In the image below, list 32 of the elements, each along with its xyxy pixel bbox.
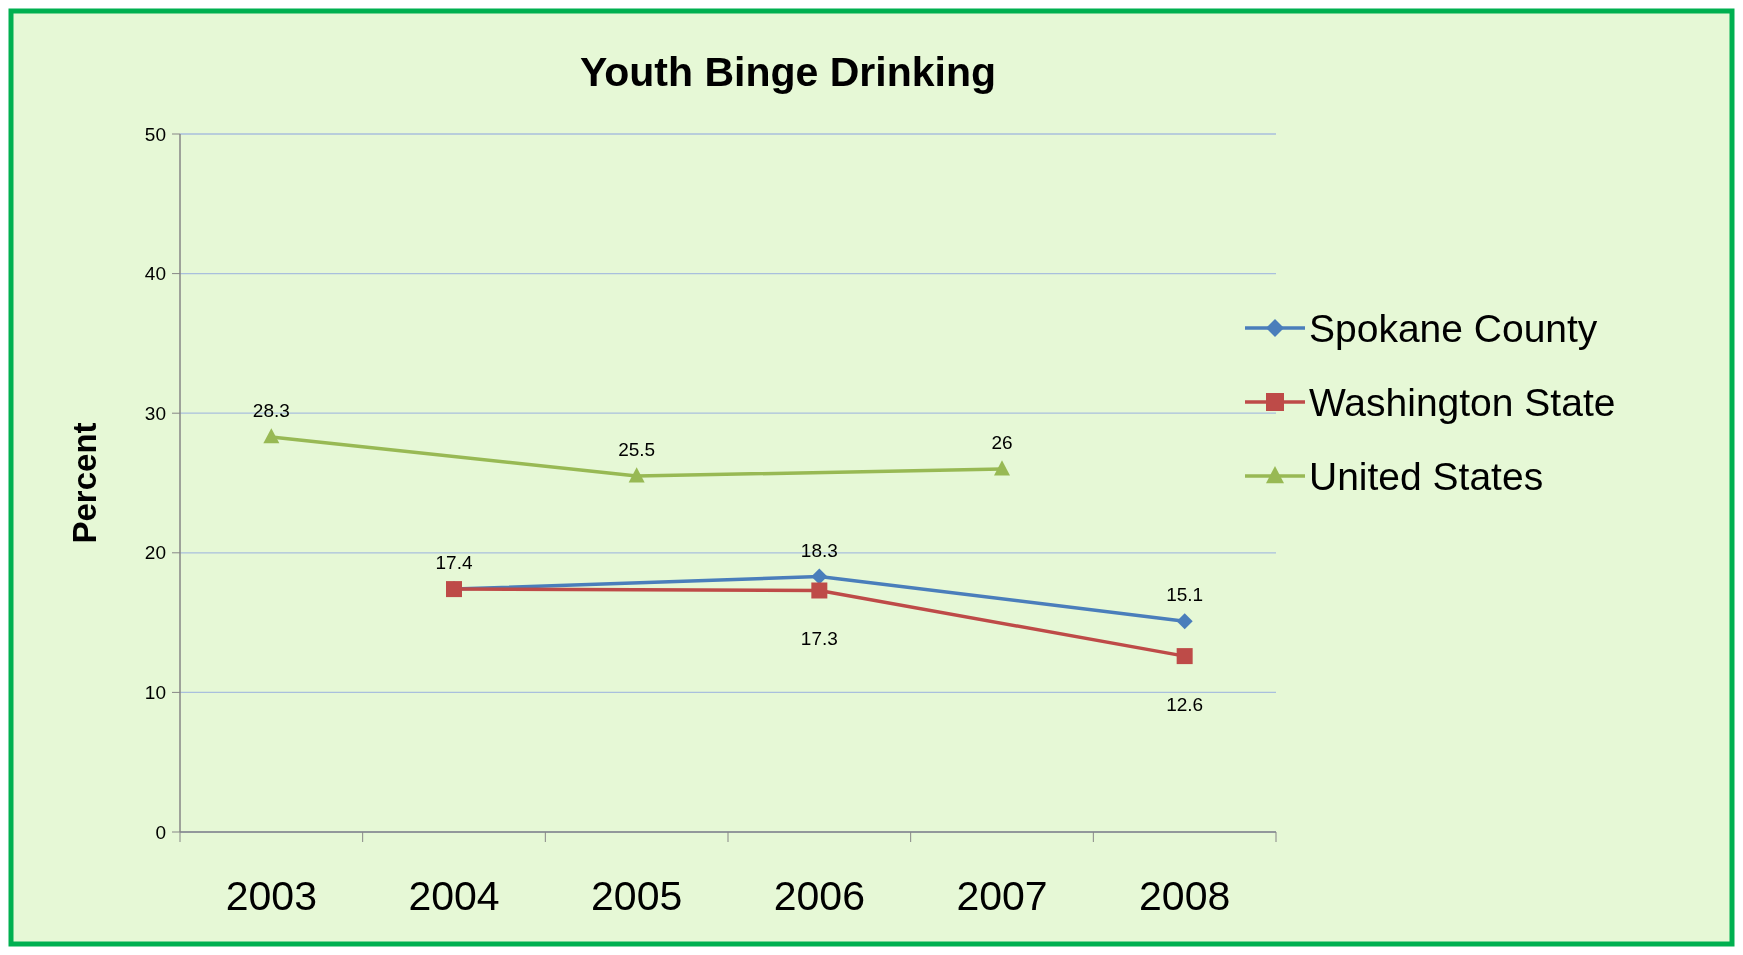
data-label: 28.3 [252,399,290,421]
data-label: 17.4 [435,552,473,574]
x-tick-label: 2007 [956,873,1048,919]
data-label: 12.6 [1166,694,1204,716]
data-label: 15.1 [1166,584,1204,606]
legend-label: Washington State [1309,380,1616,424]
y-tick-label: 40 [144,263,166,285]
y-tick-label: 50 [144,123,166,145]
x-tick-label: 2008 [1139,873,1231,919]
x-tick-label: 2003 [225,873,317,919]
chart-title: Youth Binge Drinking [579,49,997,95]
y-tick-label: 20 [144,542,166,564]
point [811,582,828,599]
point [263,428,280,444]
point [1176,613,1193,630]
legend-label: United States [1309,454,1544,498]
point [811,568,828,585]
data-label: 17.3 [800,628,838,650]
point [994,460,1010,476]
y-tick-label: 30 [144,402,166,424]
y-tick-label: 0 [155,821,166,843]
x-tick-label: 2006 [773,873,865,919]
data-label: 25.5 [618,439,656,461]
point [1176,648,1193,665]
y-axis-title: Percent [66,422,103,544]
data-label: 18.3 [800,539,838,561]
x-tick-label: 2004 [408,873,500,919]
x-tick-label: 2005 [591,873,683,919]
point [628,467,645,483]
data-label: 26 [991,432,1013,454]
legend-label: Spokane County [1309,306,1598,350]
y-tick-label: 10 [144,682,166,704]
